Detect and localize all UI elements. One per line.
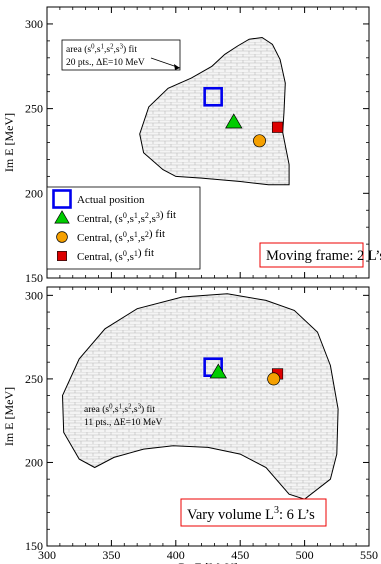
fit-area-region: [61, 293, 339, 500]
region-label-line1-text: ,s: [131, 405, 137, 415]
legend-text: Central, (s: [77, 213, 123, 225]
legend-sup: 3: [156, 211, 160, 220]
legend-sup: 1: [134, 249, 138, 258]
legend-text: ) fit: [149, 228, 165, 240]
region-label-line1-sup: 2: [128, 404, 132, 411]
legend-sup: 0: [123, 211, 127, 220]
data-point-triangle: [209, 363, 227, 379]
data-point-square: [271, 121, 284, 133]
y-tick-label: 200: [25, 455, 43, 469]
legend-text: Actual position: [77, 194, 145, 206]
panel-tag-part: : 6 L’s: [279, 507, 315, 523]
legend-text: ,s: [149, 213, 156, 225]
panel-tag-text: Vary volume L3: 6 L’s: [187, 505, 315, 523]
bottom-panel: 150 200 250 300 Im E [MeV] 300 350 400 450 500 550…: [2, 286, 378, 564]
region-label-line1-text: area (s: [84, 404, 109, 415]
region-label-line1: area (s0,s1,s2,s3) fit: [66, 44, 137, 55]
legend-sup: 2: [145, 211, 149, 220]
panel-tag-sup: 3: [274, 505, 279, 516]
y-tick-label: 300: [25, 17, 43, 31]
region-label-line1-sup: 0: [91, 44, 95, 51]
panel-tag-box: [259, 242, 364, 268]
x-tick-label: 350: [102, 548, 120, 562]
region-label-line1-sup: 3: [120, 44, 124, 51]
legend-text: ,s: [127, 251, 134, 263]
data-point-circle: [253, 134, 266, 148]
legend-text: ,s: [127, 213, 134, 225]
region-label-line1-text: ,s: [112, 405, 118, 415]
fit-area-region: [139, 36, 290, 186]
y-tick-label: 300: [25, 288, 43, 302]
y-axis-label: Im E [MeV]: [2, 113, 16, 172]
legend-sup: 2: [145, 230, 149, 239]
legend-marker: [52, 189, 72, 209]
legend-sup: 1: [134, 230, 138, 239]
x-tick-label: 300: [38, 548, 56, 562]
region-label-line1-text: area (s: [66, 44, 91, 55]
legend-label: Central, (s0,s1) fit: [77, 247, 154, 263]
panel-tag-box: [180, 498, 327, 527]
legend-label: Central, (s0,s1,s2) fit: [77, 228, 165, 244]
region-label-line1-text: ) fit: [123, 44, 137, 55]
x-tick-label: 400: [167, 548, 185, 562]
region-label-box: [61, 39, 181, 71]
data-point-triangle: [225, 113, 243, 129]
legend-text: ,s: [138, 213, 145, 225]
legend-text: ,s: [127, 232, 134, 244]
region-label-line1-text: ,s: [122, 405, 128, 415]
panel-tag-part: Vary volume L: [187, 507, 274, 523]
region-label-line1-text: ,s: [104, 45, 110, 55]
legend-label: Actual position: [77, 194, 145, 206]
y-axis-label: Im E [MeV]: [2, 387, 16, 446]
legend-text: Central, (s: [77, 232, 123, 244]
region-label-line1: area (s0,s1,s2,s3) fit: [84, 404, 155, 415]
legend-marker: [54, 210, 70, 224]
legend-sup: 1: [134, 211, 138, 220]
y-tick-label: 150: [25, 539, 43, 553]
legend-box: [46, 186, 201, 270]
region-label-line2: 20 pts., ΔE=10 MeV: [66, 58, 145, 68]
legend-sup: 0: [123, 249, 127, 258]
y-tick-label: 250: [25, 372, 43, 386]
x-tick-label: 450: [231, 548, 249, 562]
data-point-circle: [267, 372, 281, 386]
region-label-line1-text: ) fit: [141, 404, 155, 415]
y-tick-label: 200: [25, 186, 43, 200]
x-axis-label: Re E [MeV]: [178, 560, 237, 564]
x-tick-label: 500: [296, 548, 314, 562]
region-arrowhead: [174, 64, 180, 70]
legend-label: Central, (s0,s1,s2,s3) fit: [77, 209, 176, 225]
panel-tag-text: Moving frame: 2 L’s: [266, 248, 381, 264]
region-label-line1-sup: 1: [119, 404, 122, 411]
legend-marker: [57, 251, 67, 261]
legend-text: ) fit: [138, 247, 154, 259]
region-label-line1-sup: 2: [110, 44, 114, 51]
legend-marker: [56, 231, 68, 243]
region-label-line1-sup: 0: [109, 404, 113, 411]
legend-sup: 0: [123, 230, 127, 239]
region-label-line1-text: ,s: [113, 45, 119, 55]
y-tick-label: 250: [25, 102, 43, 116]
x-tick-label: 550: [360, 548, 378, 562]
data-point-square-open: [203, 86, 223, 107]
y-tick-label: 150: [25, 271, 43, 285]
region-label-line1-sup: 1: [101, 44, 104, 51]
legend-text: ,s: [138, 232, 145, 244]
region-label-line2: 11 pts., ΔE=10 MeV: [84, 418, 163, 428]
legend-text: ) fit: [160, 209, 176, 221]
region-label-line1-text: ,s: [94, 45, 100, 55]
region-label-line1-sup: 3: [138, 404, 142, 411]
legend-text: Central, (s: [77, 251, 123, 263]
